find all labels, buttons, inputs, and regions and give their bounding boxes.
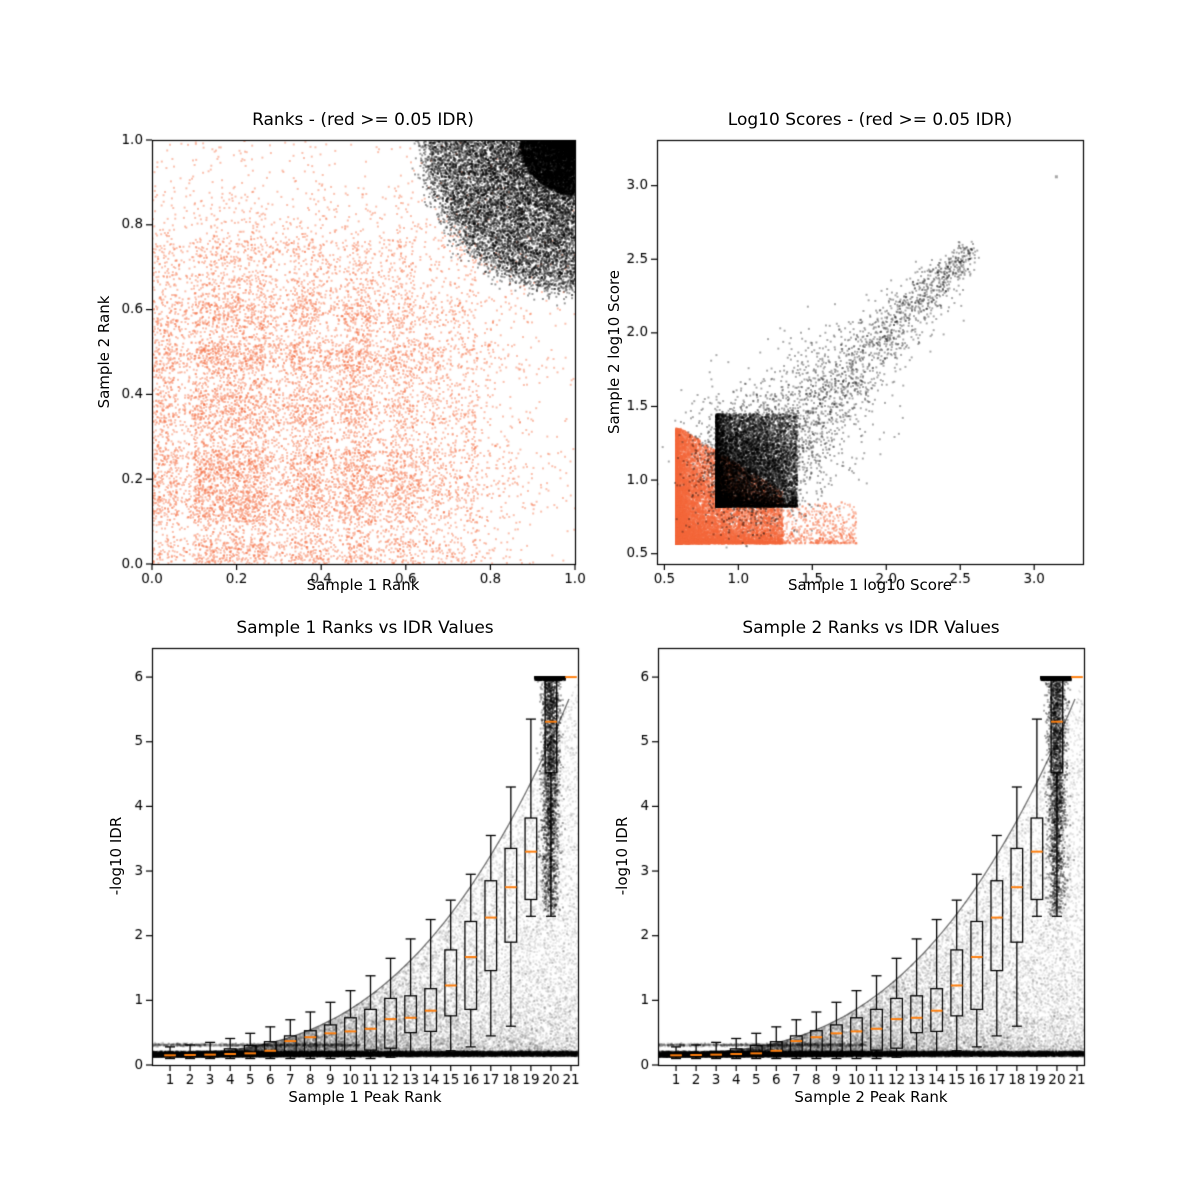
sample2-idr-plot-title: Sample 2 Ranks vs IDR Values (742, 618, 1000, 638)
sample2-idr-plot-xlabel: Sample 2 Peak Rank (794, 1088, 948, 1106)
ranks-plot-xlabel: Sample 1 Rank (306, 576, 420, 594)
sample2-idr-plot-ylabel: -log10 IDR (613, 816, 631, 896)
sample1-idr-plot-ylabel: -log10 IDR (107, 816, 125, 896)
sample1-idr-plot-title: Sample 1 Ranks vs IDR Values (236, 618, 494, 638)
scores-plot-ylabel: Sample 2 log10 Score (605, 269, 623, 435)
ranks-plot-ylabel: Sample 2 Rank (95, 295, 113, 409)
scores-plot-title: Log10 Scores - (red >= 0.05 IDR) (727, 110, 1013, 130)
sample1-idr-plot-xlabel: Sample 1 Peak Rank (288, 1088, 442, 1106)
ranks-plot-title: Ranks - (red >= 0.05 IDR) (252, 110, 474, 130)
scores-plot-xlabel: Sample 1 log10 Score (787, 576, 953, 594)
